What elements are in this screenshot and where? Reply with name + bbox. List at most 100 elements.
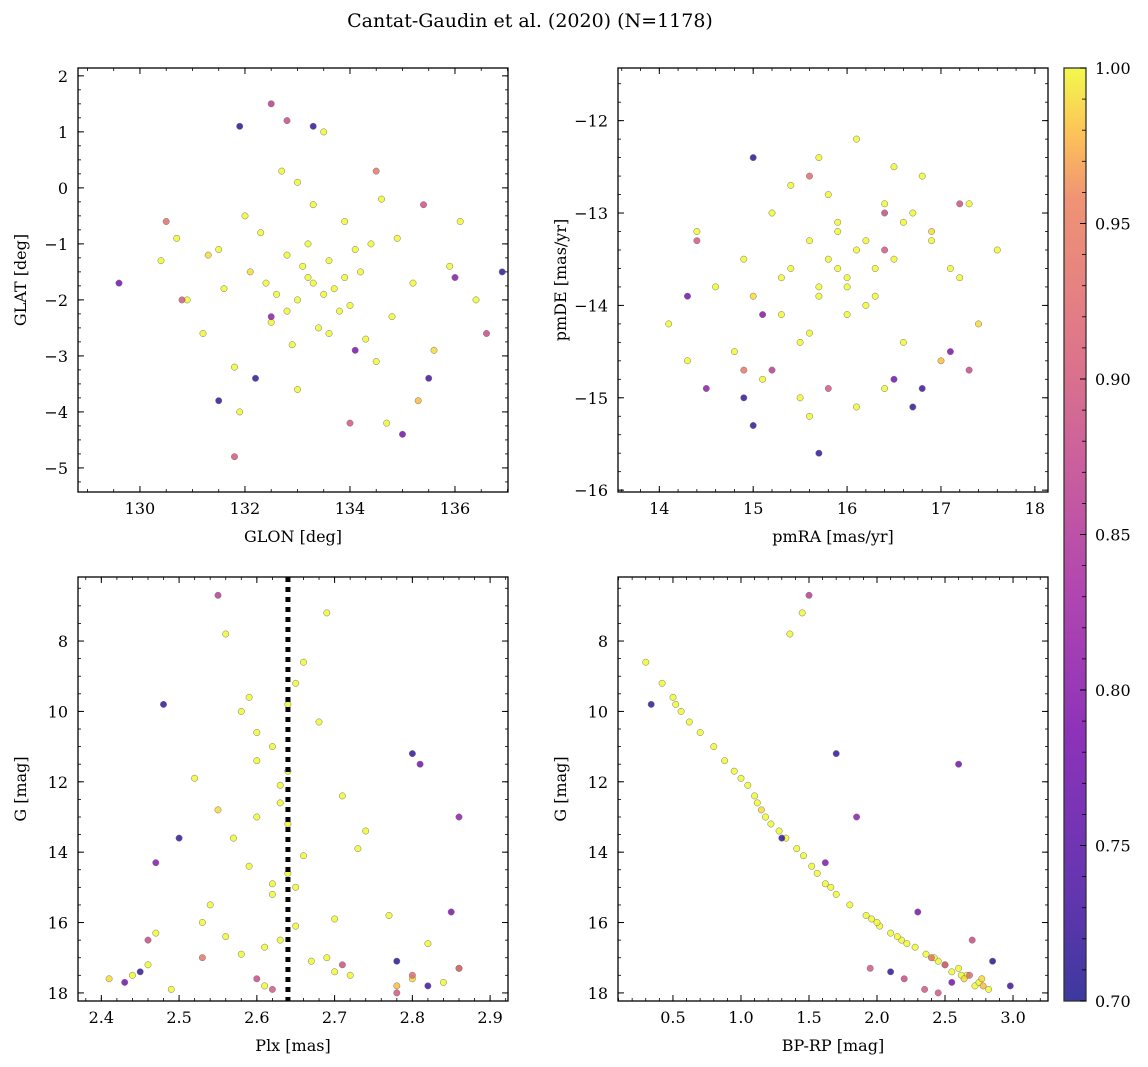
data-point	[230, 834, 237, 842]
data-point	[446, 262, 454, 270]
data-point	[253, 813, 261, 821]
data-point	[385, 912, 393, 919]
data-point	[215, 397, 223, 405]
x-tick-label: 136	[440, 499, 471, 518]
y-tick-label: 14	[48, 843, 68, 862]
data-point	[362, 335, 370, 343]
data-point	[693, 228, 701, 235]
data-point	[721, 757, 729, 765]
data-point	[762, 813, 769, 821]
data-point	[827, 883, 835, 891]
data-point	[975, 320, 982, 328]
data-point	[887, 968, 895, 976]
data-point	[813, 869, 821, 877]
data-point	[881, 209, 889, 217]
data-point	[268, 985, 276, 993]
data-point	[215, 246, 223, 253]
data-point	[378, 195, 385, 203]
x-tick-label: 2.7	[322, 1008, 347, 1027]
data-point	[283, 251, 291, 259]
data-point	[447, 908, 455, 916]
data-point	[978, 975, 986, 983]
y-axis-label: GLAT [deg]	[11, 234, 30, 326]
data-point	[793, 845, 801, 853]
data-point	[483, 330, 490, 337]
y-tick-label: 16	[588, 914, 608, 933]
data-point	[647, 700, 655, 708]
y-tick-label: 14	[588, 843, 608, 862]
data-point	[843, 274, 851, 282]
data-point	[934, 989, 942, 997]
data-point	[245, 693, 253, 701]
data-point	[261, 943, 269, 951]
data-point	[307, 957, 315, 965]
y-tick-label: −4	[44, 403, 68, 422]
data-point	[806, 329, 813, 337]
data-point	[372, 358, 380, 365]
colorbar-tick-label: 0.75	[1095, 837, 1131, 856]
data-point	[408, 971, 416, 979]
data-point	[367, 240, 375, 248]
data-point	[472, 296, 480, 304]
data-point	[843, 311, 851, 319]
colorbar: 0.70 0.75 0.80 0.85 0.90 0.95 1.00	[1063, 59, 1131, 1011]
data-point	[853, 403, 860, 411]
data-point	[677, 707, 685, 715]
data-point	[268, 890, 276, 898]
colorbar-tick-label: 0.80	[1095, 681, 1131, 700]
x-axis-label: GLON [deg]	[244, 527, 342, 546]
data-point	[222, 933, 230, 941]
data-point	[325, 330, 333, 337]
x-tick-label: 2.5	[166, 1008, 191, 1027]
data-point	[231, 453, 238, 461]
panel-3: 2.4 2.5 2.6 2.7 2.8 2.9 8 10 12 14 16 18 Plx [mas] G …	[11, 576, 509, 1055]
data-point	[330, 285, 338, 293]
y-tick-label: 10	[588, 702, 608, 721]
data-point	[777, 274, 785, 282]
data-point	[152, 859, 160, 867]
data-point	[362, 827, 370, 835]
data-point	[236, 122, 244, 130]
data-point	[393, 982, 401, 990]
y-tick-label: 1	[58, 123, 68, 142]
data-point	[300, 658, 307, 666]
data-point	[899, 218, 907, 226]
data-point	[853, 135, 860, 143]
data-point	[796, 394, 804, 402]
axes-frame	[77, 576, 509, 1002]
data-point	[960, 975, 968, 983]
data-point	[806, 412, 813, 420]
x-tick-label: 0.5	[660, 1008, 685, 1027]
y-axis-label: pmDE [mas/yr]	[551, 219, 570, 342]
x-tick-label: 2.9	[477, 1008, 502, 1027]
data-point	[253, 757, 261, 765]
data-point	[757, 806, 765, 814]
data-point	[749, 422, 757, 429]
data-point	[393, 234, 401, 242]
data-point	[909, 403, 917, 411]
data-point	[684, 292, 691, 300]
data-point	[853, 813, 861, 821]
data-point	[693, 237, 701, 245]
data-point	[873, 919, 881, 926]
data-point	[354, 845, 362, 853]
data-point	[105, 975, 113, 983]
data-point	[787, 265, 795, 272]
y-tick-label: −15	[574, 389, 608, 408]
data-point	[416, 760, 424, 768]
data-point	[900, 975, 908, 983]
y-axis-label: G [mag]	[11, 756, 30, 821]
y-tick-label: −3	[44, 347, 68, 366]
data-point	[357, 268, 364, 276]
data-point	[956, 200, 964, 208]
data-point	[304, 274, 312, 281]
data-point	[866, 964, 874, 972]
data-point	[204, 251, 212, 259]
data-point	[702, 385, 710, 392]
data-point	[262, 279, 270, 287]
data-point	[965, 200, 973, 208]
data-point	[323, 609, 331, 617]
data-point	[144, 961, 152, 969]
data-point	[871, 265, 879, 272]
data-point	[956, 274, 964, 282]
